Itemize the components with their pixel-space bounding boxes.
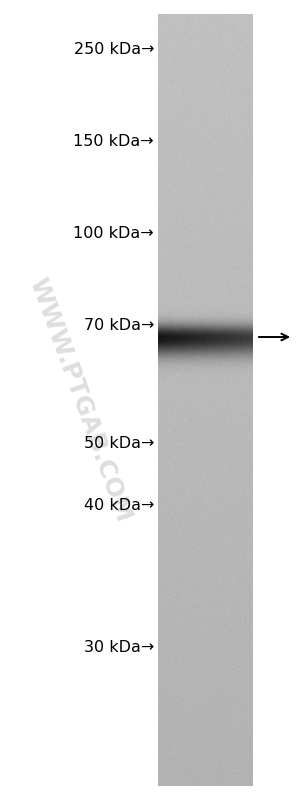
Text: 150 kDa→: 150 kDa→ <box>74 134 154 149</box>
Text: 40 kDa→: 40 kDa→ <box>84 498 154 512</box>
Text: 100 kDa→: 100 kDa→ <box>74 226 154 241</box>
Text: 50 kDa→: 50 kDa→ <box>84 436 154 451</box>
Text: WWW.PTGAB.COM: WWW.PTGAB.COM <box>25 275 135 526</box>
Text: 30 kDa→: 30 kDa→ <box>84 641 154 655</box>
Text: 70 kDa→: 70 kDa→ <box>84 319 154 333</box>
Text: 250 kDa→: 250 kDa→ <box>74 42 154 58</box>
